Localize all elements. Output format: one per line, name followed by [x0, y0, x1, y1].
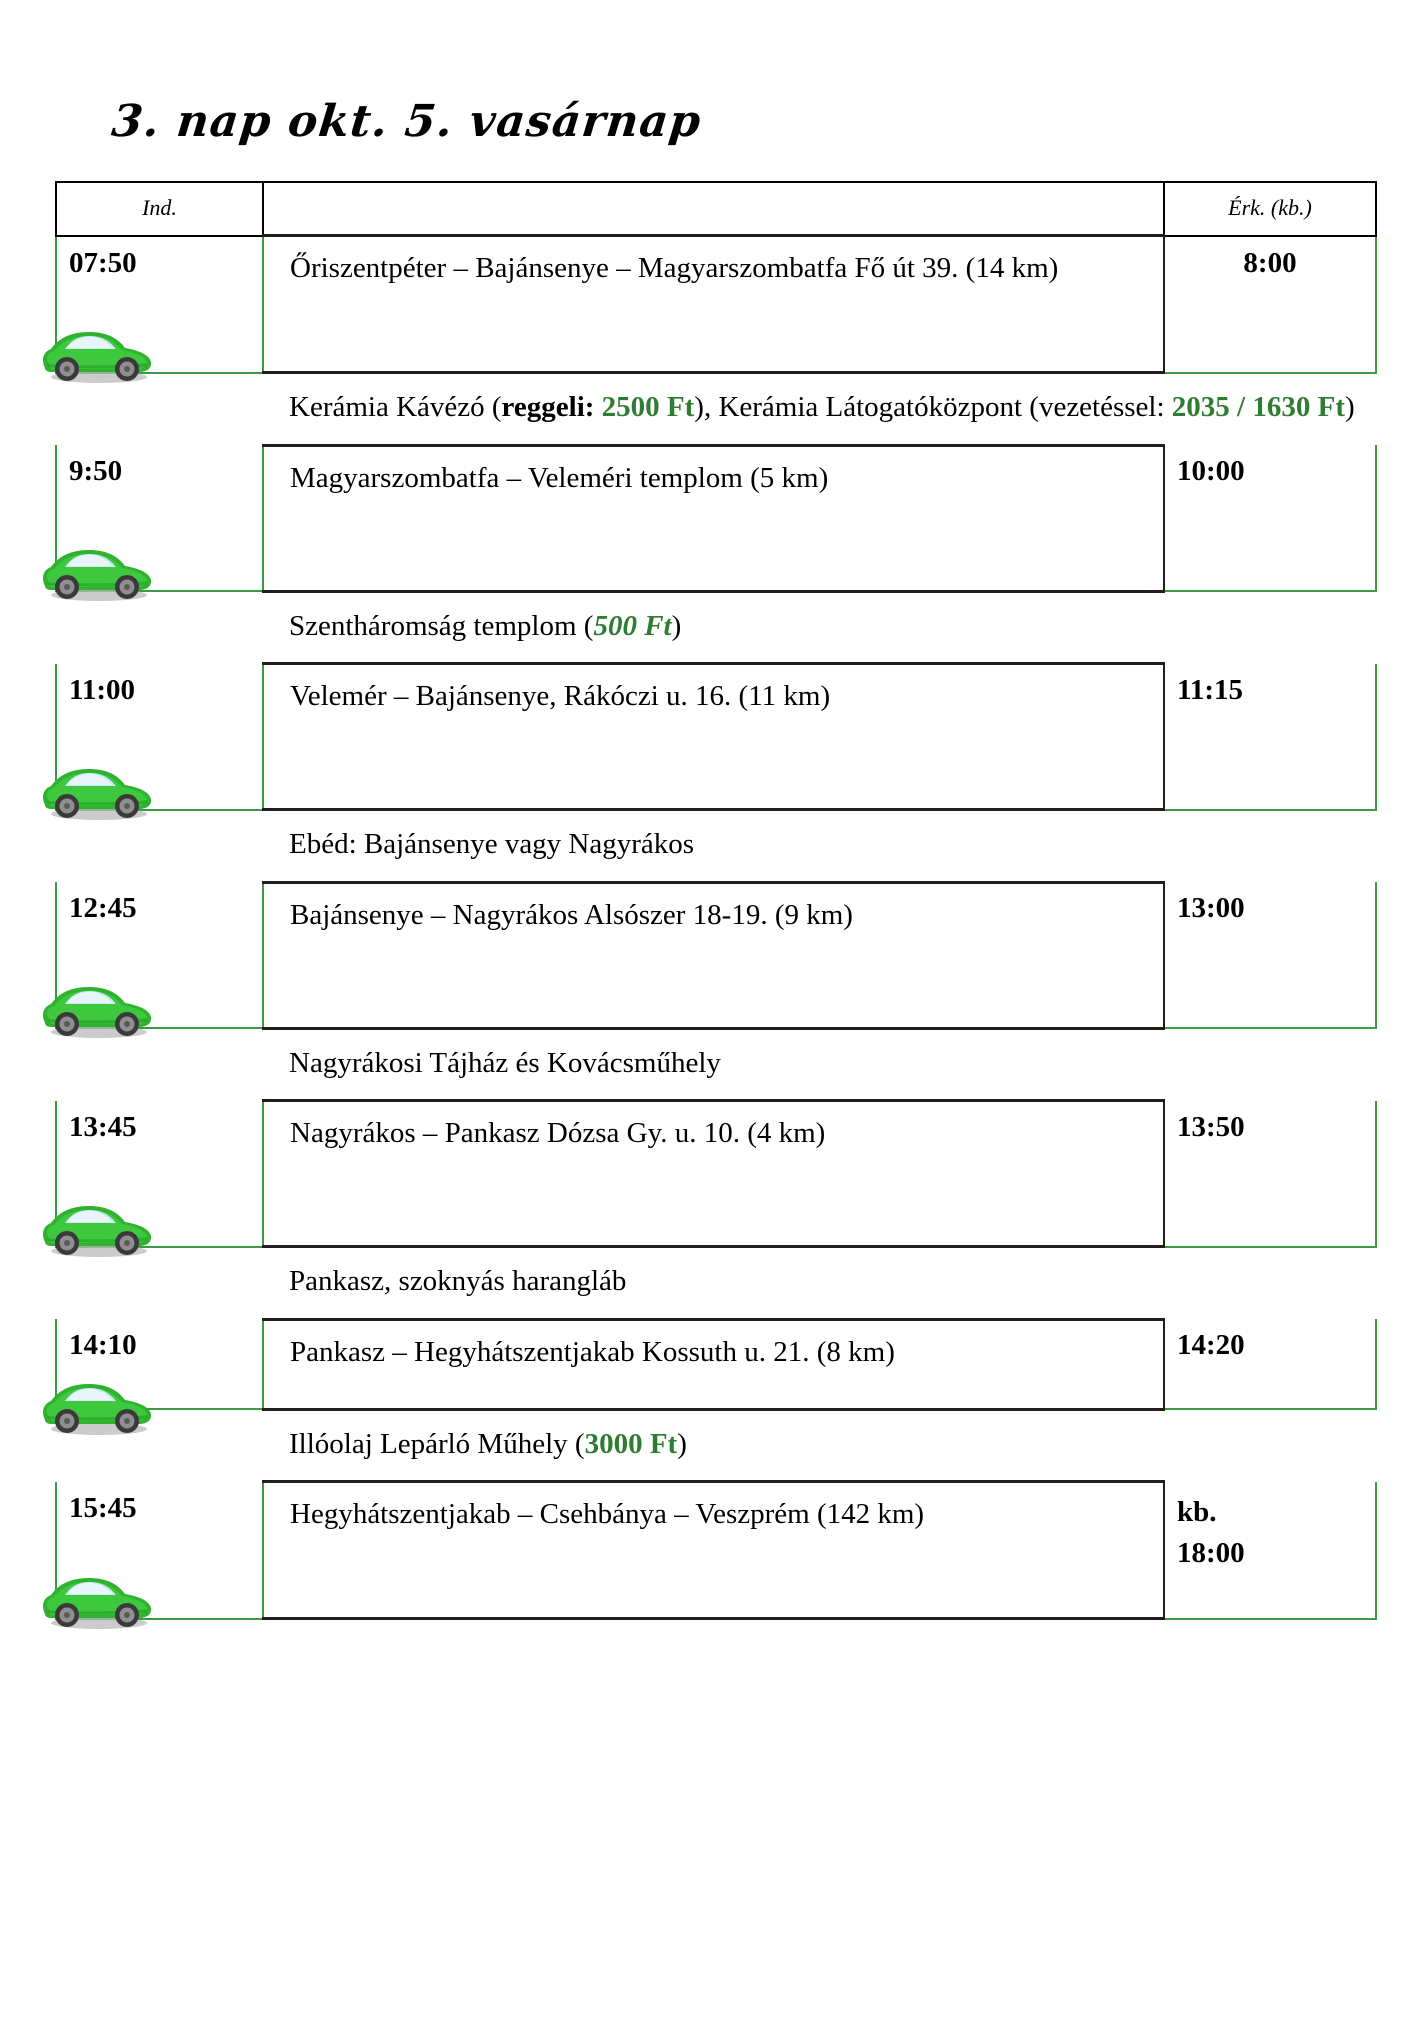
note-text-cell: Ebéd: Bajánsenye vagy Nagyrákos	[263, 809, 1376, 882]
leg-description: Bajánsenye – Nagyrákos Alsószer 18-19. (…	[290, 898, 853, 931]
note-text: Szentháromság templom (500 Ft)	[289, 609, 682, 642]
arrival-time-cell: 10:00	[1163, 445, 1377, 592]
leg-description-cell: Velemér – Bajánsenye, Rákóczi u. 16. (11…	[262, 662, 1165, 811]
note-spacer	[56, 1028, 263, 1101]
departure-time: 12:45	[69, 892, 137, 924]
price-value: 2035 / 1630 Ft	[1171, 391, 1345, 423]
note-row: Kerámia Kávézó (reggeli: 2500 Ft), Kerám…	[56, 372, 1376, 445]
departure-time: 9:50	[69, 455, 123, 487]
table-row: 13:45	[43, 1099, 1377, 1257]
note-text-cell: Nagyrákosi Tájház és Kovácsműhely	[263, 1028, 1376, 1101]
arrival-time: 13:00	[1177, 892, 1245, 924]
departure-time: 13:45	[69, 1110, 137, 1143]
price-value: 2500 Ft	[601, 391, 695, 423]
column-header-arrival: Érk. (kb.)	[1163, 181, 1377, 237]
page-title: 3. nap okt. 5. vasárnap	[109, 96, 704, 147]
leg-description: Pankasz – Hegyhátszentjakab Kossuth u. 2…	[290, 1335, 895, 1368]
note-text-cell: Kerámia Kávézó (reggeli: 2500 Ft), Kerám…	[263, 372, 1376, 445]
price-value: 500 Ft	[593, 609, 672, 642]
arrival-time-cell: 13:00	[1163, 882, 1377, 1029]
green-car-icon	[43, 1577, 152, 1629]
table-row: 9:50	[43, 443, 1377, 601]
note-text-cell: Szentháromság templom (500 Ft)	[263, 591, 1376, 664]
leg-description: Hegyhátszentjakab – Csehbánya – Veszprém…	[290, 1498, 925, 1530]
departure-time-cell: 07:50	[43, 234, 264, 383]
arrival-time: 11:15	[1177, 673, 1244, 706]
leg-description-cell: Hegyhátszentjakab – Csehbánya – Veszprém…	[262, 1480, 1165, 1620]
arrival-time: 13:50	[1177, 1110, 1245, 1143]
note-spacer	[56, 591, 263, 664]
leg-description: Őriszentpéter – Bajánsenye – Magyarszomb…	[290, 252, 1059, 284]
note-spacer	[56, 372, 263, 445]
column-header-departure: Ind.	[55, 181, 264, 237]
departure-time: 15:45	[69, 1491, 137, 1524]
arrival-time-cell: kb. 18:00	[1163, 1481, 1377, 1620]
arrival-time-stack: kb. 18:00	[1177, 1492, 1375, 1574]
arrival-time-prefix: kb.	[1177, 1495, 1217, 1528]
departure-time: 07:50	[69, 246, 137, 279]
note-row: Nagyrákosi Tájház és Kovácsműhely	[56, 1028, 1376, 1101]
departure-time-cell: 15:45	[43, 1481, 264, 1629]
table-row: 07:50	[43, 234, 1377, 383]
leg-description-cell: Nagyrákos – Pankasz Dózsa Gy. u. 10. (4 …	[262, 1099, 1165, 1248]
note-text: Pankasz, szoknyás harangláb	[289, 1265, 627, 1297]
note-text: Kerámia Kávézó (reggeli: 2500 Ft), Kerám…	[289, 391, 1355, 423]
note-spacer	[56, 809, 263, 882]
departure-time-cell: 12:45	[43, 882, 264, 1038]
departure-time-cell: 9:50	[43, 445, 264, 601]
leg-description: Nagyrákos – Pankasz Dózsa Gy. u. 10. (4 …	[290, 1117, 826, 1149]
note-label: reggeli:	[501, 391, 595, 423]
note-spacer	[56, 1409, 263, 1482]
departure-time: 11:00	[69, 673, 136, 706]
departure-time-cell: 13:45	[43, 1100, 264, 1257]
table-row: 15:45	[43, 1480, 1377, 1629]
departure-time-cell: 11:00	[43, 663, 264, 820]
itinerary-table-body: Ind. Érk. (kb.) 07:50	[43, 181, 1377, 1629]
departure-time: 14:10	[69, 1329, 137, 1361]
arrival-time-cell: 14:20	[1163, 1319, 1377, 1410]
column-header-description	[262, 181, 1165, 237]
leg-description: Velemér – Bajánsenye, Rákóczi u. 16. (11…	[290, 680, 831, 712]
table-header-row: Ind. Érk. (kb.)	[55, 181, 1377, 237]
note-text: Nagyrákosi Tájház és Kovácsműhely	[289, 1046, 721, 1079]
leg-description: Magyarszombatfa – Veleméri templom (5 km…	[290, 461, 829, 494]
itinerary-table: Ind. Érk. (kb.) 07:50	[43, 181, 1377, 1629]
leg-description-cell: Pankasz – Hegyhátszentjakab Kossuth u. 2…	[262, 1317, 1165, 1411]
note-text: Ebéd: Bajánsenye vagy Nagyrákos	[289, 828, 695, 860]
note-text: Illóolaj Lepárló Műhely (3000 Ft)	[289, 1427, 687, 1460]
departure-time-cell: 14:10	[43, 1319, 264, 1435]
arrival-time: 8:00	[1243, 246, 1297, 279]
note-row: Ebéd: Bajánsenye vagy Nagyrákos	[56, 809, 1376, 882]
table-row: 12:45	[43, 880, 1377, 1038]
price-value: 3000 Ft	[584, 1427, 678, 1460]
arrival-time-cell: 8:00	[1163, 234, 1377, 374]
arrival-time: 14:20	[1177, 1329, 1245, 1361]
note-row: Szentháromság templom (500 Ft)	[56, 591, 1376, 664]
arrival-time: 18:00	[1177, 1536, 1245, 1569]
arrival-time: 10:00	[1177, 455, 1245, 487]
leg-description-cell: Bajánsenye – Nagyrákos Alsószer 18-19. (…	[262, 880, 1165, 1030]
note-text-cell: Illóolaj Lepárló Műhely (3000 Ft)	[263, 1409, 1376, 1482]
note-row: Pankasz, szoknyás harangláb	[56, 1246, 1376, 1319]
table-row: 14:10	[43, 1317, 1377, 1435]
note-spacer	[56, 1246, 263, 1319]
table-row: 11:00	[43, 662, 1377, 820]
leg-description-cell: Magyarszombatfa – Veleméri templom (5 km…	[262, 443, 1165, 593]
leg-description-cell: Őriszentpéter – Bajánsenye – Magyarszomb…	[262, 234, 1165, 374]
arrival-time-cell: 11:15	[1163, 663, 1377, 811]
note-text-cell: Pankasz, szoknyás harangláb	[263, 1246, 1376, 1319]
arrival-time-cell: 13:50	[1163, 1100, 1377, 1248]
note-row: Illóolaj Lepárló Műhely (3000 Ft)	[56, 1409, 1376, 1482]
